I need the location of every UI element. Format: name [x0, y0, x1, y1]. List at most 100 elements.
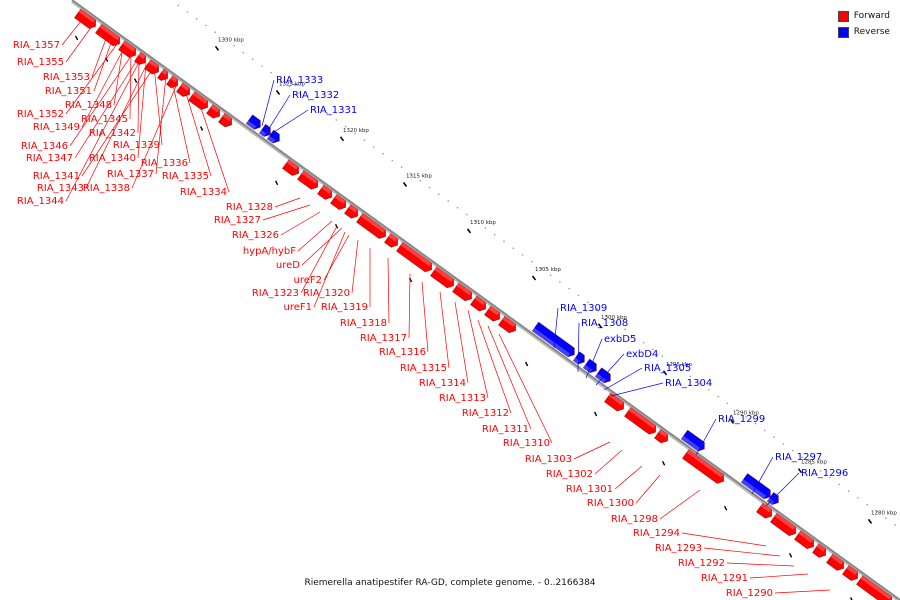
- forward-gene-arrow-highlight: [488, 306, 500, 316]
- gene-label: RIA_1315: [400, 363, 447, 374]
- gene-label: RIA_1339: [113, 140, 160, 151]
- forward-gene-arrow: [356, 212, 386, 239]
- scale-dot: [233, 44, 235, 47]
- forward-gene-arrow: [624, 407, 656, 435]
- leader-line: [261, 79, 275, 127]
- forward-gene-arrow: [330, 194, 346, 210]
- leader-line: [81, 69, 153, 177]
- gene-label: RIA_1341: [33, 171, 80, 182]
- forward-gene-arrow: [826, 553, 844, 571]
- leader-line: [65, 43, 118, 115]
- leader-line: [421, 281, 429, 353]
- gene-label: RIA_1310: [503, 438, 550, 449]
- forward-gene-arrow: [856, 575, 892, 600]
- leader-line: [585, 338, 603, 379]
- tick-mark: [729, 418, 735, 424]
- scale-dot: [298, 92, 301, 94]
- forward-gene-arrow-highlight: [138, 52, 146, 59]
- gene-label: RIA_1355: [17, 57, 64, 68]
- legend-reverse-label: Reverse: [853, 27, 890, 37]
- tick-mark: [339, 136, 345, 142]
- scale-dot: [568, 287, 570, 290]
- reverse-gene-arrow-highlight: [681, 435, 701, 452]
- forward-gene-arrow-highlight: [99, 24, 120, 41]
- scale-dot: [577, 294, 580, 297]
- scale-dot: [279, 78, 282, 81]
- scale-dot: [624, 328, 626, 331]
- forward-gene-arrow: [396, 241, 432, 273]
- forward-gene-arrow-highlight: [161, 69, 168, 75]
- tick-mark: [214, 45, 220, 51]
- scale-dot: [512, 247, 515, 249]
- legend-forward-label: Forward: [853, 11, 890, 21]
- gene-label: RIA_1303: [525, 454, 572, 465]
- gene-label: RIA_1290: [726, 588, 773, 599]
- leader-line: [280, 211, 321, 236]
- reverse-gene-arrow-highlight: [246, 120, 257, 130]
- gene-label: RIA_1343: [37, 183, 84, 194]
- forward-gene-arrow-highlight: [286, 159, 299, 170]
- leader-line: [681, 532, 767, 547]
- gene-label: RIA_1331: [310, 105, 357, 116]
- scale-dot: [354, 132, 356, 135]
- scale-dot: [810, 463, 813, 465]
- gene-label: ureD: [276, 260, 300, 271]
- scale-dot: [726, 402, 729, 405]
- scale-dot: [885, 517, 887, 519]
- forward-gene-arrow: [452, 282, 472, 302]
- scale-dot: [251, 58, 254, 60]
- scale-dot: [475, 220, 477, 222]
- leader-line: [610, 382, 664, 397]
- scale-dot: [428, 186, 431, 189]
- forward-gene-arrow: [812, 543, 826, 558]
- minor-tick: [74, 35, 79, 41]
- gene-label: RIA_1317: [360, 333, 407, 344]
- tick-mark: [466, 228, 472, 234]
- scale-dot: [372, 146, 375, 148]
- scale-dot: [838, 483, 841, 486]
- scale-dot: [689, 375, 692, 378]
- gene-label: RIA_1353: [43, 72, 90, 83]
- scale-dot: [782, 443, 785, 445]
- scale-dot: [326, 112, 328, 114]
- forward-gene-arrow: [682, 449, 724, 484]
- scale-dot: [829, 476, 831, 479]
- forward-gene-arrow: [384, 233, 398, 248]
- gene-label: RIA_1338: [83, 183, 130, 194]
- forward-gene-arrow-highlight: [658, 429, 668, 438]
- gene-label: RIA_1351: [45, 86, 92, 97]
- forward-gene-arrow-highlight: [170, 75, 178, 83]
- reverse-gene-arrow: [594, 367, 611, 384]
- reverse-gene-arrow-highlight: [583, 364, 593, 373]
- tick-label: 1320 kbp: [343, 128, 369, 134]
- tick-label: 1285 kbp: [801, 460, 827, 466]
- reverse-gene-arrow: [245, 114, 261, 130]
- scale-dot: [596, 308, 598, 310]
- scale-dot: [363, 139, 366, 141]
- leader-line: [153, 65, 163, 146]
- gene-label: RIA_1319: [321, 302, 368, 313]
- forward-gene-arrow-highlight: [360, 213, 386, 233]
- forward-gene-arrow-highlight: [301, 170, 318, 184]
- leader-line: [703, 547, 781, 557]
- forward-gene-arrow-highlight: [846, 565, 858, 575]
- leader-line: [751, 456, 774, 495]
- tick-mark: [797, 468, 803, 474]
- gene-label: RIA_1345: [81, 114, 128, 125]
- scale-dot: [335, 119, 338, 121]
- leader-line: [573, 441, 611, 460]
- leader-line: [659, 489, 701, 520]
- minor-tick: [788, 552, 793, 558]
- gene-label: RIA_1327: [214, 215, 261, 226]
- minor-tick: [104, 57, 109, 62]
- forward-gene-arrow-highlight: [180, 82, 190, 91]
- forward-gene-arrow-highlight: [628, 407, 656, 429]
- reverse-swatch: [837, 26, 849, 38]
- gene-label: RIA_1323: [252, 288, 299, 299]
- tick-mark: [402, 182, 408, 187]
- gene-label: RIA_1291: [701, 573, 748, 584]
- scale-dot: [344, 125, 347, 128]
- gene-label: RIA_1293: [655, 543, 702, 554]
- forward-gene-arrow: [604, 392, 624, 412]
- leader-line: [477, 319, 512, 414]
